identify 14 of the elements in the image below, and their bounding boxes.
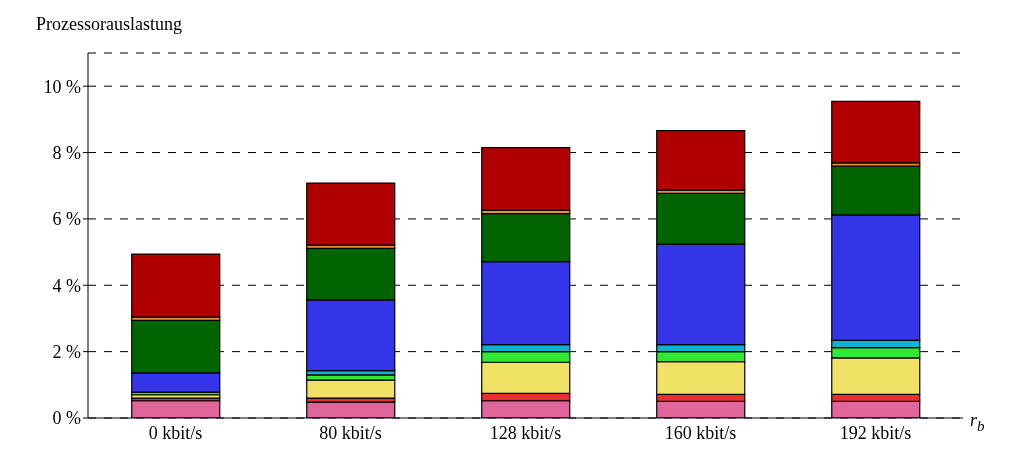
y-axis-title: Prozessorauslastung — [36, 14, 182, 35]
x-tick-label: 80 kbit/s — [319, 422, 382, 443]
y-tick-label: 2 % — [52, 342, 81, 363]
x-tick-label: 128 kbit/s — [489, 422, 562, 443]
x-axis-title: r$_{b}$ — [970, 410, 985, 435]
y-tick-label: 10 % — [43, 76, 81, 97]
y-tick-label: 8 % — [52, 142, 81, 163]
bar — [306, 379, 396, 399]
y-tick-label: 0 % — [52, 408, 81, 429]
y-tick-label: 4 % — [52, 275, 81, 296]
x-tick-label: 160 kbit/s — [664, 422, 737, 443]
y-tick-label: 6 % — [52, 209, 81, 230]
x-tick-label: 0 kbit/s — [148, 422, 203, 443]
x-tick-label: 192 kbit/s — [839, 422, 912, 443]
